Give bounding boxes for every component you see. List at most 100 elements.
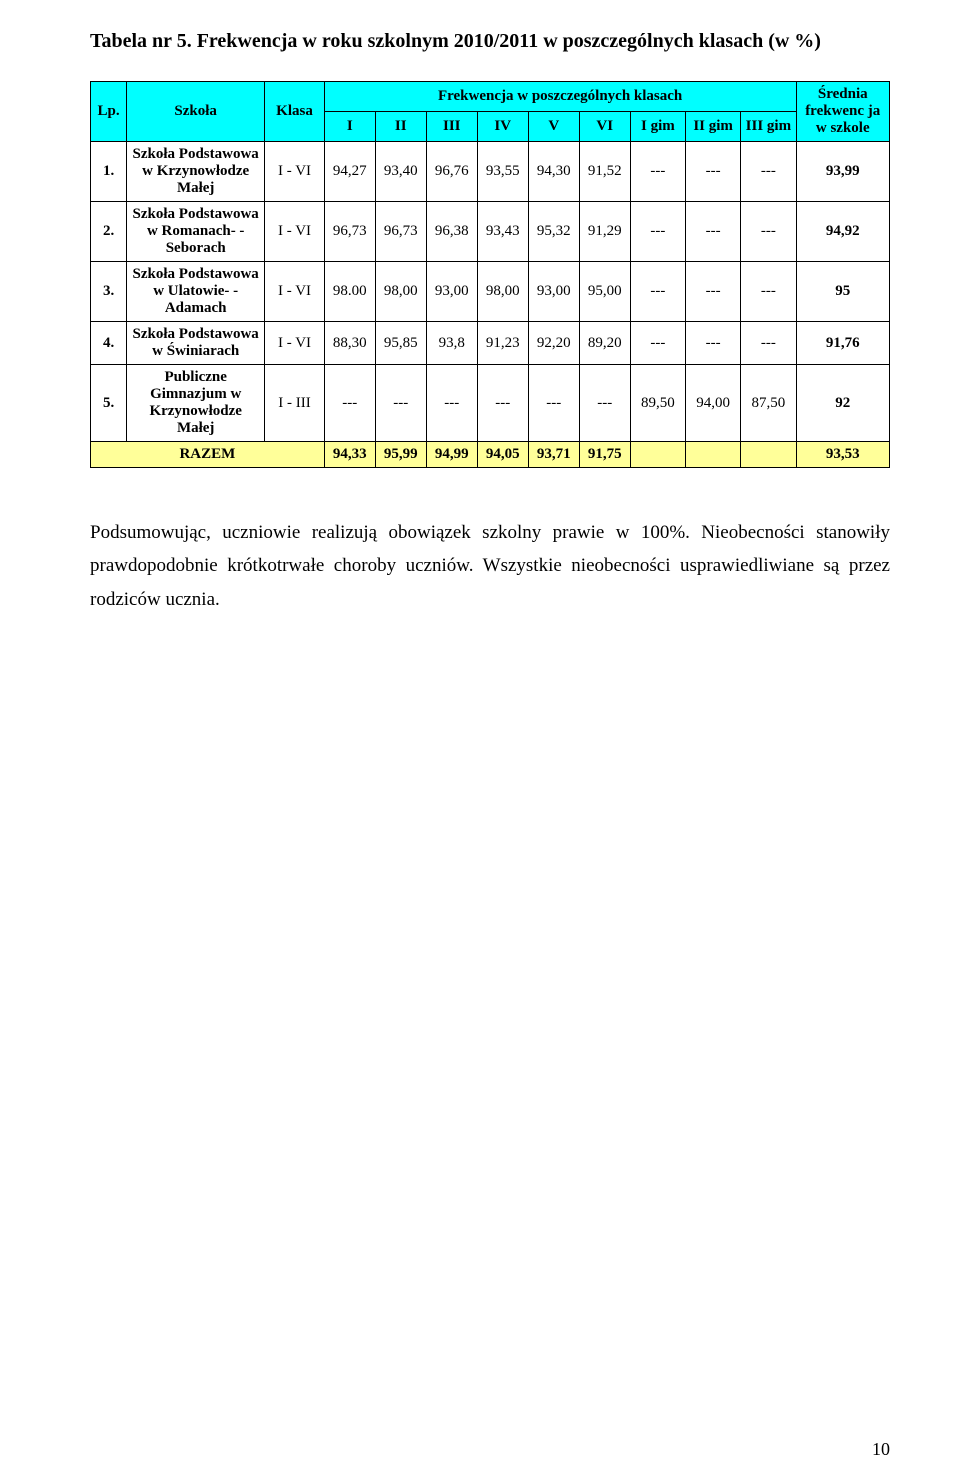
cell-val: 96,76 [426,142,477,202]
cell-val: 95,85 [375,322,426,365]
table-row: 4. Szkoła Podstawowa w Świniarach I - VI… [91,322,890,365]
summary-val: 93,71 [528,442,579,468]
summary-row: RAZEM 94,33 95,99 94,99 94,05 93,71 91,7… [91,442,890,468]
cell-lp: 2. [91,202,127,262]
cell-val: 93,55 [477,142,528,202]
cell-val: 94,30 [528,142,579,202]
cell-val: --- [579,365,630,442]
cell-lp: 4. [91,322,127,365]
cell-val: --- [477,365,528,442]
page: Tabela nr 5. Frekwencja w roku szkolnym … [0,0,960,1484]
cell-val: --- [630,142,685,202]
summary-val: 94,05 [477,442,528,468]
cell-klasa: I - VI [265,202,325,262]
cell-val: --- [630,202,685,262]
cell-val: --- [686,322,741,365]
cell-val: 96,73 [375,202,426,262]
cell-school: Szkoła Podstawowa w Świniarach [127,322,265,365]
cell-avg: 94,92 [796,202,890,262]
col-lp: Lp. [91,82,127,142]
col-ii: II [375,112,426,142]
cell-val: 98,00 [477,262,528,322]
cell-avg: 93,99 [796,142,890,202]
table-row: 1. Szkoła Podstawowa w Krzynowłodze Małe… [91,142,890,202]
summary-val: 95,99 [375,442,426,468]
col-v: V [528,112,579,142]
col-iiigim: III gim [741,112,796,142]
table-body: 1. Szkoła Podstawowa w Krzynowłodze Małe… [91,142,890,468]
cell-val: 91,52 [579,142,630,202]
cell-val: --- [630,322,685,365]
cell-avg: 92 [796,365,890,442]
table-head: Lp. Szkoła Klasa Frekwencja w poszczegól… [91,82,890,142]
summary-val: 94,99 [426,442,477,468]
cell-val: --- [375,365,426,442]
summary-val [686,442,741,468]
summary-val [630,442,685,468]
cell-val: --- [741,142,796,202]
cell-val: 98.00 [324,262,375,322]
cell-klasa: I - VI [265,322,325,365]
cell-val: --- [528,365,579,442]
summary-label: RAZEM [91,442,325,468]
cell-val: 87,50 [741,365,796,442]
summary-avg: 93,53 [796,442,890,468]
cell-val: 96,38 [426,202,477,262]
cell-school: Szkoła Podstawowa w Ulatowie- -Adamach [127,262,265,322]
summary-paragraph: Podsumowując, uczniowie realizują obowią… [90,516,890,616]
summary-val: 94,33 [324,442,375,468]
cell-val: 95,32 [528,202,579,262]
col-iigim: II gim [686,112,741,142]
cell-val: 93,40 [375,142,426,202]
table-row: 2. Szkoła Podstawowa w Romanach- -Sebora… [91,202,890,262]
cell-val: --- [630,262,685,322]
cell-school: Szkoła Podstawowa w Krzynowłodze Małej [127,142,265,202]
cell-val: --- [686,202,741,262]
cell-klasa: I - VI [265,262,325,322]
cell-avg: 95 [796,262,890,322]
col-klasa: Klasa [265,82,325,142]
cell-val: --- [741,202,796,262]
cell-lp: 5. [91,365,127,442]
col-szkola: Szkoła [127,82,265,142]
summary-val: 91,75 [579,442,630,468]
col-iii: III [426,112,477,142]
cell-val: 93,00 [426,262,477,322]
cell-val: --- [741,322,796,365]
cell-val: 92,20 [528,322,579,365]
cell-val: 89,20 [579,322,630,365]
col-i: I [324,112,375,142]
attendance-table: Lp. Szkoła Klasa Frekwencja w poszczegól… [90,81,890,468]
cell-klasa: I - VI [265,142,325,202]
col-iv: IV [477,112,528,142]
page-number: 10 [872,1439,890,1460]
cell-val: 91,29 [579,202,630,262]
col-vi: VI [579,112,630,142]
cell-val: 88,30 [324,322,375,365]
col-avg: Średnia frekwenc ja w szkole [796,82,890,142]
table-row: 3. Szkoła Podstawowa w Ulatowie- -Adamac… [91,262,890,322]
cell-val: --- [741,262,796,322]
table-row: 5. Publiczne Gimnazjum w Krzynowłodze Ma… [91,365,890,442]
cell-avg: 91,76 [796,322,890,365]
cell-val: 89,50 [630,365,685,442]
cell-val: 96,73 [324,202,375,262]
cell-val: --- [426,365,477,442]
cell-val: 95,00 [579,262,630,322]
cell-school: Publiczne Gimnazjum w Krzynowłodze Małej [127,365,265,442]
summary-val [741,442,796,468]
cell-val: --- [324,365,375,442]
cell-val: 93,00 [528,262,579,322]
cell-val: 93,43 [477,202,528,262]
cell-val: --- [686,262,741,322]
cell-val: 98,00 [375,262,426,322]
col-frekw-group: Frekwencja w poszczególnych klasach [324,82,796,112]
cell-val: 94,27 [324,142,375,202]
cell-val: 91,23 [477,322,528,365]
cell-lp: 3. [91,262,127,322]
col-igim: I gim [630,112,685,142]
cell-school: Szkoła Podstawowa w Romanach- -Seborach [127,202,265,262]
table-title: Tabela nr 5. Frekwencja w roku szkolnym … [90,30,890,53]
cell-klasa: I - III [265,365,325,442]
cell-val: 93,8 [426,322,477,365]
